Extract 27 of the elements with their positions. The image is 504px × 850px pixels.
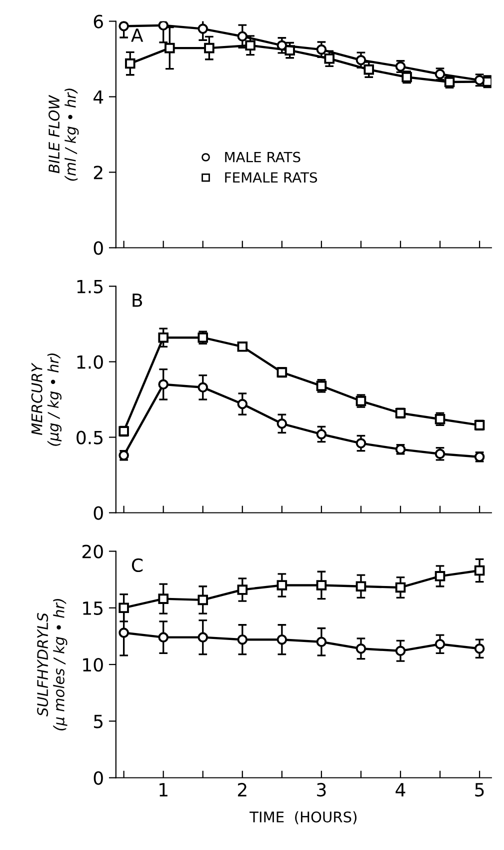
y-tick-label: 2 bbox=[94, 166, 102, 180]
y-tick-label: 5 bbox=[94, 714, 103, 728]
y-axis-title: SULFHYDRYLS (µ moles / kg • hr) bbox=[37, 598, 68, 730]
y-tick-label: 15 bbox=[83, 602, 103, 615]
x-tick-label: 3 bbox=[317, 782, 326, 797]
y-axis-title: MERCURY (µg / kg • hr) bbox=[31, 354, 62, 446]
annotation: C bbox=[132, 558, 143, 572]
annotation: B bbox=[132, 294, 142, 307]
y-tick-label: 6 bbox=[94, 14, 103, 28]
x-tick-label: 1 bbox=[160, 783, 168, 796]
y-tick-label: 0 bbox=[94, 771, 103, 785]
y-tick-label: 0.5 bbox=[76, 430, 103, 444]
y-tick-label: 10 bbox=[83, 658, 103, 672]
legend-label: MALE RATS bbox=[225, 152, 300, 162]
y-tick-label: 1.5 bbox=[77, 280, 103, 294]
x-tick-label: 4 bbox=[396, 783, 406, 796]
y-tick-label: 20 bbox=[82, 544, 103, 558]
x-tick-label: 2 bbox=[238, 782, 246, 796]
x-axis-title: TIME (HOURS) bbox=[250, 811, 356, 824]
x-tick-label: 5 bbox=[475, 783, 484, 797]
y-tick-label: 0 bbox=[94, 506, 103, 520]
y-tick-label: 1.0 bbox=[77, 355, 103, 369]
annotation: A bbox=[131, 28, 144, 42]
legend-label: FEMALE RATS bbox=[225, 172, 318, 183]
y-tick-label: 0 bbox=[94, 241, 103, 255]
y-tick-label: 4 bbox=[94, 90, 104, 104]
y-axis-title: BILE FLOW (ml / kg • hr) bbox=[48, 88, 79, 181]
